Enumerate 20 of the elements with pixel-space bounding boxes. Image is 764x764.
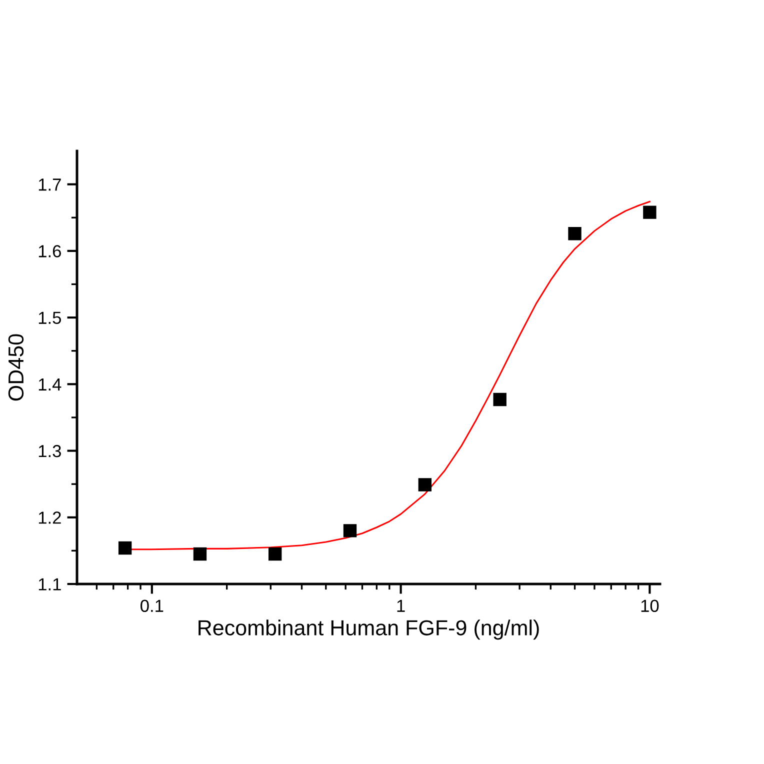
point (643, 206, 656, 219)
y-tick-label: 1.2 (38, 512, 61, 524)
y-tick-label: 1.1 (38, 578, 61, 590)
point (493, 392, 506, 406)
point (118, 541, 132, 555)
y-tick-label: 1.7 (38, 178, 61, 191)
point (343, 524, 357, 538)
y-tick-label: 1.4 (38, 378, 62, 390)
point (418, 478, 432, 492)
point (568, 227, 582, 240)
y-tick-label: 1.6 (38, 245, 61, 258)
x-tick-label: 10 (641, 600, 659, 612)
point (193, 547, 207, 561)
y-tick-label: 1.5 (38, 312, 61, 324)
point (268, 547, 282, 561)
y-axis-title: OD450 (8, 334, 24, 401)
x-tick-label: 0.1 (140, 600, 164, 612)
y-tick-label: 1.3 (38, 444, 61, 458)
x-tick-label: 1 (397, 600, 405, 612)
x-axis-title: Recombinant Human FGF-9 (ng/ml) (198, 620, 539, 640)
